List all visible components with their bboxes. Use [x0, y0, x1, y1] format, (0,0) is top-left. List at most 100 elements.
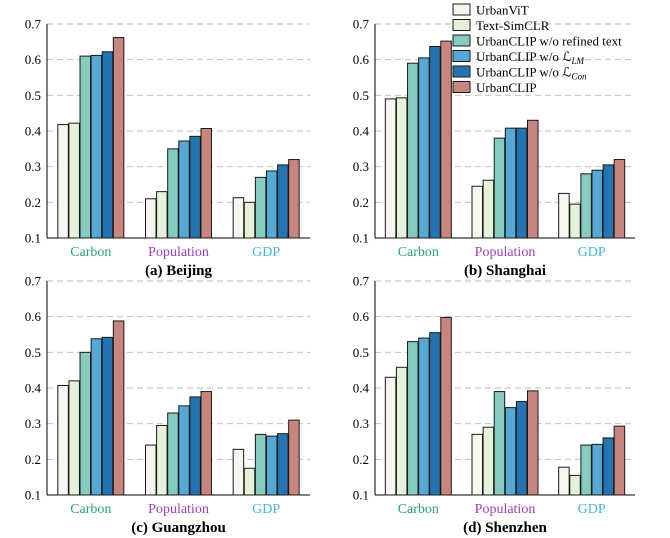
bar: [288, 159, 300, 239]
bar: [602, 164, 615, 239]
bar: [68, 380, 80, 496]
bar: [145, 198, 157, 239]
panel-title: (c) Guangzhou: [131, 520, 226, 536]
bar: [200, 128, 212, 239]
y-tick-label: 0.6: [25, 52, 42, 67]
bar: [101, 51, 114, 239]
bar: [493, 391, 506, 496]
legend-swatch: [452, 81, 471, 93]
legend-swatch: [452, 65, 471, 78]
bar: [591, 443, 603, 496]
bar: [395, 97, 408, 239]
y-tick-label: 0.1: [25, 488, 41, 503]
legend-item: UrbanCLIP w/o ℒLM: [452, 49, 585, 66]
bar: [112, 37, 125, 239]
category-label: Population: [475, 245, 536, 260]
bar: [527, 390, 539, 496]
bar: [101, 336, 114, 496]
bar: [178, 405, 190, 496]
bar: [418, 337, 430, 496]
bar: [558, 466, 570, 496]
y-tick-label: 0.6: [353, 309, 370, 324]
bar: [254, 433, 267, 496]
bar: [112, 320, 125, 496]
bar: [57, 124, 69, 239]
bar: [243, 201, 256, 239]
bar: [558, 192, 570, 239]
y-tick-label: 0.5: [25, 345, 41, 360]
bar: [384, 98, 397, 239]
bar: [504, 407, 517, 496]
y-tick-label: 0.7: [353, 274, 370, 289]
category-label: GDP: [578, 502, 606, 517]
bar: [156, 424, 168, 496]
y-tick-label: 0.1: [353, 488, 369, 503]
legend-item: UrbanCLIP w/o refined text: [452, 34, 622, 49]
bar: [482, 426, 495, 496]
bar: [429, 332, 441, 496]
y-tick-label: 0.1: [25, 231, 41, 246]
y-tick-label: 0.2: [353, 452, 369, 467]
category-label: GDP: [578, 245, 606, 260]
bar: [79, 351, 92, 496]
bar: [200, 391, 212, 496]
panels: 0.1 0.2 0.3 0.4 0.5 0.6 0.7 Carbon Population GDP…: [25, 17, 635, 536]
legend-label: UrbanCLIP w/o ℒLM: [476, 49, 585, 66]
panel-title: (d) Shenzhen: [463, 520, 547, 536]
bar: [527, 119, 539, 239]
y-tick-label: 0.3: [353, 416, 369, 431]
bar: [591, 169, 603, 239]
bar: [145, 444, 157, 496]
bar: [602, 437, 615, 496]
bar: [440, 316, 452, 496]
category-label: GDP: [252, 245, 280, 260]
category-label: Carbon: [70, 245, 111, 260]
y-tick-label: 0.7: [25, 17, 42, 32]
bar: [515, 127, 528, 239]
legend-label: UrbanCLIP w/o refined text: [476, 34, 622, 49]
legend-swatch: [452, 50, 471, 62]
category-label: Carbon: [70, 502, 111, 517]
bar: [504, 127, 517, 239]
bar: [178, 140, 190, 239]
bar: [265, 170, 278, 239]
panel-2: 0.1 0.2 0.3 0.4 0.5 0.6 0.7 Carbon Population GDP…: [353, 17, 635, 279]
bar: [156, 191, 168, 239]
y-tick-label: 0.6: [353, 52, 370, 67]
bar: [90, 338, 103, 496]
category-label: Population: [475, 502, 536, 517]
bar: [232, 197, 245, 239]
bar: [189, 396, 201, 496]
bar: [407, 341, 419, 496]
y-tick-label: 0.6: [25, 309, 42, 324]
bar: [265, 435, 278, 496]
y-tick-label: 0.4: [25, 381, 42, 396]
category-label: Population: [148, 245, 209, 260]
bar: [232, 448, 245, 496]
panel-3: 0.1 0.2 0.3 0.4 0.5 0.6 0.7 Carbon Population GDP…: [25, 274, 310, 536]
bar: [580, 173, 592, 239]
legend-swatch: [452, 19, 471, 31]
y-tick-label: 0.3: [353, 159, 369, 174]
legend-item: UrbanCLIP w/o ℒCon: [452, 65, 587, 82]
legend-item: UrbanViT: [452, 3, 529, 18]
bar: [277, 433, 289, 496]
panel-1: 0.1 0.2 0.3 0.4 0.5 0.6 0.7 Carbon Population GDP…: [25, 17, 310, 279]
y-tick-label: 0.4: [353, 124, 370, 139]
legend-label: UrbanViT: [476, 3, 529, 18]
y-tick-label: 0.2: [353, 195, 369, 210]
panel-4: 0.1 0.2 0.3 0.4 0.5 0.6 0.7 Carbon Population GDP…: [353, 274, 635, 536]
panel-title: (b) Shanghai: [464, 263, 546, 279]
legend-label: UrbanCLIP w/o ℒCon: [476, 65, 587, 82]
bar: [243, 467, 256, 496]
legend-label: UrbanCLIP: [476, 80, 537, 95]
bar: [580, 444, 592, 496]
legend-swatch: [452, 3, 471, 16]
bar: [569, 203, 581, 239]
y-tick-label: 0.3: [25, 416, 41, 431]
bar: [167, 412, 179, 496]
legend-swatch: [452, 34, 471, 47]
bar: [418, 57, 430, 239]
